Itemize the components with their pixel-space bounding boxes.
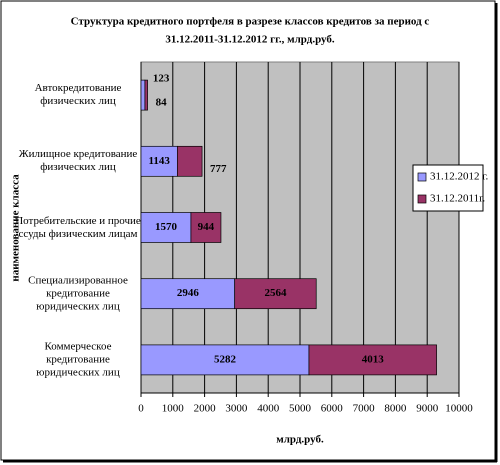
y-axis-label: наименование класса xyxy=(10,174,22,282)
x-tick-label: 7000 xyxy=(353,403,376,415)
x-tick-label: 4000 xyxy=(257,403,280,415)
x-tick-label: 1000 xyxy=(162,403,185,415)
x-tick-label: 5000 xyxy=(289,403,312,415)
value-label: 123 xyxy=(153,73,170,85)
value-label: 1143 xyxy=(148,155,170,167)
x-tick-label: 0 xyxy=(138,403,144,415)
x-tick-label: 3000 xyxy=(225,403,248,415)
bar-segment xyxy=(190,212,222,243)
value-label: 2946 xyxy=(177,287,200,299)
legend-label: 31.12.2011г. xyxy=(430,193,485,205)
chart-title: Структура кредитного портфеля в разрезе … xyxy=(71,16,430,28)
bar-segment xyxy=(140,145,178,177)
legend-label: 31.12.2012 г. xyxy=(430,171,489,183)
value-label: 4013 xyxy=(362,353,385,365)
chart-title: 31.12.2011-31.12.2012 гг., млрд.руб. xyxy=(165,34,335,46)
bar-segment xyxy=(140,278,236,310)
x-tick-label: 2000 xyxy=(194,403,217,415)
y-tick-label: Жилищное кредитование физических лиц xyxy=(18,148,138,174)
x-tick-label: 9000 xyxy=(416,403,439,415)
y-tick-label: Потребительские и прочие ссуды физически… xyxy=(15,214,141,240)
bar-segment xyxy=(234,278,317,310)
x-axis-label: млрд.руб. xyxy=(276,434,324,446)
value-label: 2564 xyxy=(264,287,287,299)
legend-swatch xyxy=(417,194,427,204)
x-tick-label: 10000 xyxy=(445,403,473,415)
bar-segment xyxy=(144,79,148,111)
y-tick-label: Коммерческое кредитование юридических ли… xyxy=(36,340,120,379)
value-label: 1570 xyxy=(155,221,178,233)
x-tick-label: 8000 xyxy=(384,403,407,415)
value-label: 84 xyxy=(156,97,168,109)
y-tick-label: Автокредитование физических лиц xyxy=(34,82,122,108)
bar-segment xyxy=(308,344,437,376)
value-label: 777 xyxy=(210,163,227,175)
value-label: 944 xyxy=(198,221,215,233)
legend-swatch xyxy=(417,172,427,182)
y-tick-label: Специализированное кредитование юридичес… xyxy=(28,274,128,313)
x-tick-label: 6000 xyxy=(321,403,344,415)
value-label: 5282 xyxy=(214,353,237,365)
bar-segment xyxy=(176,145,203,177)
bar-segment xyxy=(140,212,192,243)
